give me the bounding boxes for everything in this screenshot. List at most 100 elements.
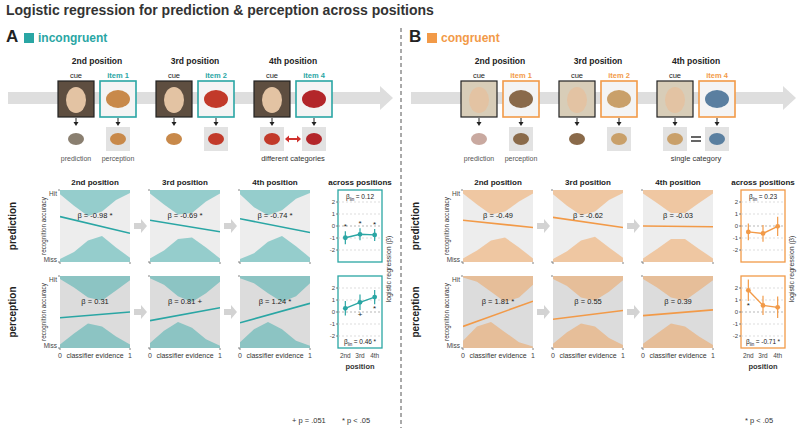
x-tick xyxy=(150,348,151,350)
x-tick xyxy=(713,348,714,350)
chart-title: 2nd position xyxy=(71,178,119,187)
point xyxy=(761,303,766,308)
x-tick xyxy=(130,348,131,350)
x-tick xyxy=(150,262,151,264)
object xyxy=(471,133,487,145)
y-tick xyxy=(336,336,338,337)
y-tick xyxy=(336,300,338,301)
y-tick-label: 2 xyxy=(332,199,336,205)
object xyxy=(106,90,130,108)
grid-line xyxy=(741,324,785,325)
grid-line xyxy=(741,214,785,215)
perception-image xyxy=(204,127,228,151)
cue-label: cue xyxy=(669,71,681,80)
x-tick-label: 0 xyxy=(461,352,465,359)
equal-sign xyxy=(691,140,701,142)
face xyxy=(164,87,184,113)
x-tick xyxy=(240,348,241,350)
chart-title: across positions xyxy=(731,178,795,187)
fit-line xyxy=(643,310,713,316)
arrow-head xyxy=(116,122,121,126)
perception-image xyxy=(509,127,533,151)
y-tick xyxy=(641,190,643,191)
x-tick xyxy=(130,262,131,264)
text-part: + xyxy=(197,297,202,306)
grid-line xyxy=(741,336,785,337)
text-part: = 0.46 xyxy=(354,338,373,345)
x-axis-label: classifier evidence xyxy=(469,352,526,359)
timeline-head xyxy=(380,86,393,110)
x-tick-label: 3rd xyxy=(355,352,365,359)
fit-line xyxy=(643,225,713,227)
x-tick-label: 1 xyxy=(128,352,132,359)
face xyxy=(665,87,685,113)
item-image xyxy=(503,81,539,117)
equal-sign xyxy=(691,136,701,138)
y-tick xyxy=(739,250,741,251)
cue-image xyxy=(254,81,290,117)
grid-line xyxy=(338,202,382,203)
relation-arrow xyxy=(288,138,298,140)
y-tick-label: -2 xyxy=(330,247,336,253)
arrow-head xyxy=(575,122,580,126)
x-tick xyxy=(310,262,311,264)
object xyxy=(110,133,126,145)
x-tick xyxy=(220,262,221,264)
x-tick xyxy=(553,348,554,350)
annotation: β = -0.62 xyxy=(573,211,603,220)
cue-label: cue xyxy=(571,71,583,80)
text-part: * xyxy=(199,211,202,220)
annotation: β = 0.39 xyxy=(664,297,691,306)
panel-swatch xyxy=(24,33,34,43)
y-axis-label: recognition accuracy xyxy=(40,196,48,255)
plot-area xyxy=(240,276,310,348)
x-tick-label: 1 xyxy=(218,352,222,359)
item-label: item 1 xyxy=(107,71,129,80)
y-tick-label: Hit xyxy=(452,276,460,283)
item-image xyxy=(198,81,234,117)
text-part: β = -0.74 xyxy=(257,211,287,220)
flow-arrow xyxy=(134,305,147,319)
y-tick-label: -2 xyxy=(733,247,739,253)
y-tick xyxy=(551,276,553,277)
object xyxy=(513,133,529,145)
y-tick-label: 0 xyxy=(332,223,336,229)
plot-area xyxy=(463,190,533,262)
plot-frame xyxy=(741,190,785,262)
trial-position: 3rd position xyxy=(574,56,623,66)
grid-line xyxy=(338,214,382,215)
row-label: perception xyxy=(7,286,18,337)
trial-note: prediction xyxy=(464,155,494,163)
x-tick-label: 1 xyxy=(308,352,312,359)
panel-swatch xyxy=(427,33,437,43)
point xyxy=(746,288,751,293)
y-tick xyxy=(238,276,240,277)
x-tick xyxy=(60,262,61,264)
x-tick-label: 0 xyxy=(58,352,62,359)
grid-line xyxy=(338,336,382,337)
arrow-head xyxy=(270,122,275,126)
trial-note: prediction xyxy=(61,155,91,163)
annotation: β = 0.81+ xyxy=(168,297,202,306)
x-axis-label: classifier evidence xyxy=(559,352,616,359)
fit-line xyxy=(150,308,220,321)
y-tick xyxy=(336,250,338,251)
y-tick xyxy=(336,226,338,227)
object xyxy=(667,133,683,145)
y-tick-label: 1 xyxy=(332,211,336,217)
point xyxy=(775,224,780,229)
x-axis-label: position xyxy=(345,362,375,371)
object xyxy=(306,133,322,145)
item-image xyxy=(699,81,735,117)
y-axis-label: recognition accuracy xyxy=(40,282,48,341)
annotation: β = -0.74* xyxy=(257,211,292,220)
panel-name: incongruent xyxy=(38,31,107,45)
fit-line xyxy=(463,220,533,227)
arrow-head xyxy=(312,122,317,126)
arrow-head xyxy=(477,122,482,126)
text-part: β = -0.49 xyxy=(483,211,513,220)
point-significance: * xyxy=(344,222,347,231)
x-axis-label: classifier evidence xyxy=(649,352,706,359)
plot-area xyxy=(553,190,623,262)
text-part: * xyxy=(109,211,112,220)
